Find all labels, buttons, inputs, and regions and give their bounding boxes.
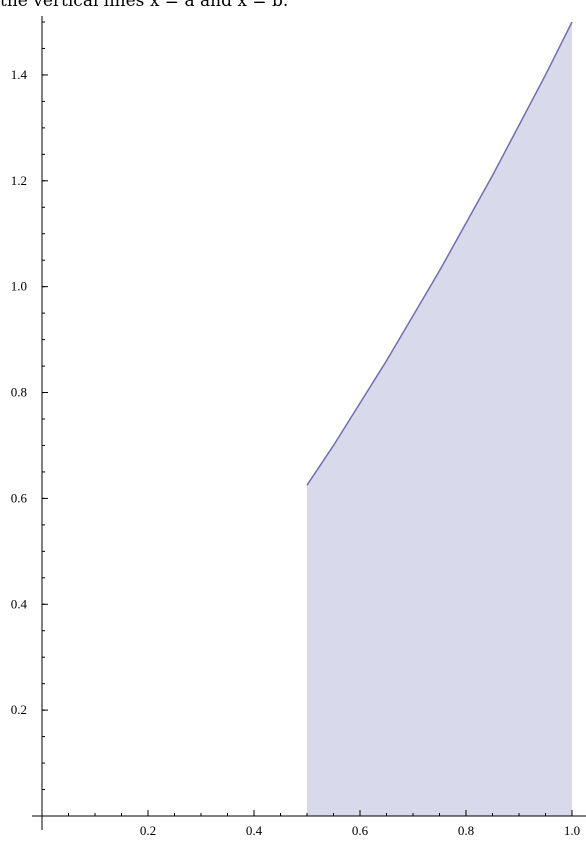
y-tick-label: 1.2 xyxy=(11,173,27,188)
y-axis-ticks: 0.2 0.4 0.6 0.8 1.0 1.2 1.4 xyxy=(11,21,48,791)
curve-line xyxy=(306,21,573,486)
y-tick-label: 1.4 xyxy=(11,67,28,82)
y-tick-label: 0.6 xyxy=(11,490,28,505)
y-tick-label: 0.2 xyxy=(11,702,27,717)
x-tick-label: 1.0 xyxy=(564,823,580,838)
caption-text: the vertical lines x = a and x = b. xyxy=(0,0,289,11)
x-tick-label: 0.4 xyxy=(246,823,263,838)
x-tick-label: 0.6 xyxy=(352,823,369,838)
x-axis-ticks: 0.2 0.4 0.6 0.8 1.0 xyxy=(68,810,580,838)
x-tick-label: 0.2 xyxy=(140,823,156,838)
x-tick-label: 0.8 xyxy=(458,823,474,838)
y-tick-label: 0.4 xyxy=(11,596,28,611)
y-tick-label: 0.8 xyxy=(11,385,27,400)
y-tick-label: 1.0 xyxy=(11,279,27,294)
area-fill-region xyxy=(307,22,572,816)
